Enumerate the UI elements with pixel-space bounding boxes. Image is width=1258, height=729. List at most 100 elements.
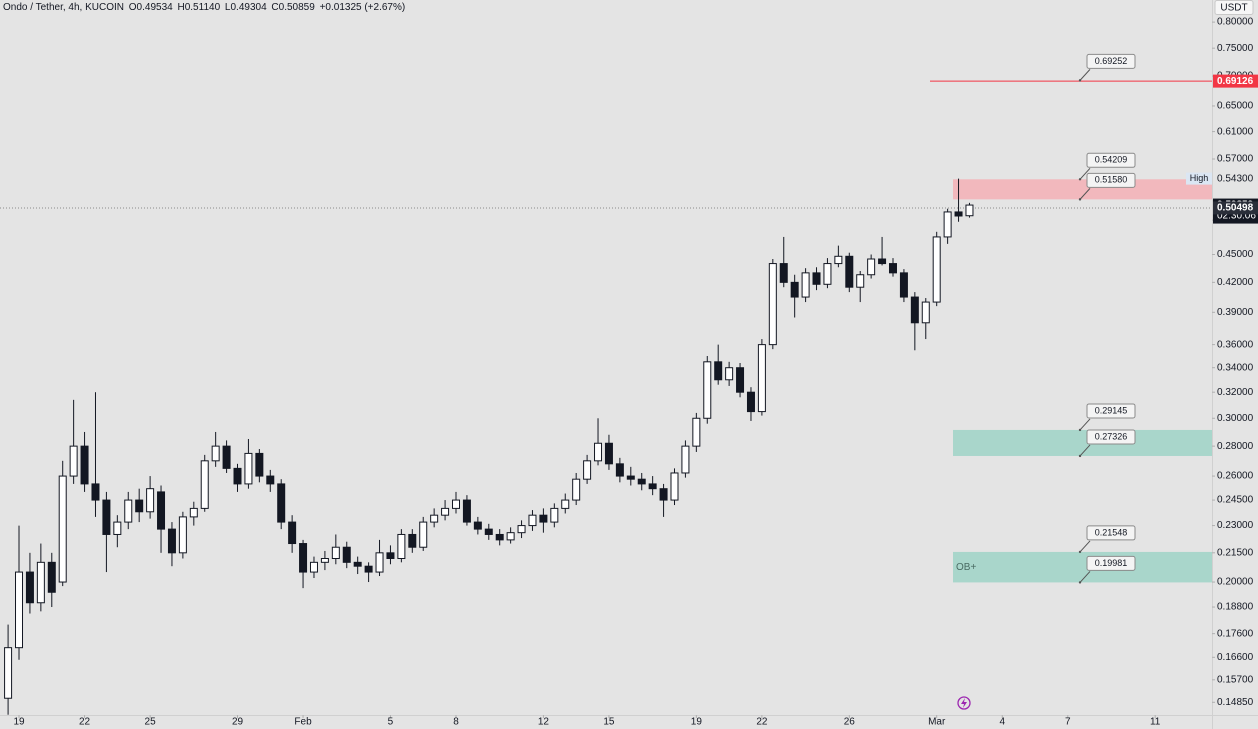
zone	[953, 429, 1212, 456]
high-tag	[1186, 172, 1212, 185]
y-tick-label: 0.39000	[1217, 307, 1254, 318]
candle-body	[692, 417, 701, 447]
alert-icon[interactable]	[957, 696, 971, 710]
x-tick-label: 5	[388, 717, 394, 728]
y-tick-label: 0.57000	[1217, 154, 1254, 165]
candle-body	[408, 533, 417, 548]
note-box	[1086, 152, 1136, 168]
candle-body	[768, 263, 777, 346]
high-value: 0.54300	[1217, 173, 1254, 184]
candle-body	[4, 647, 13, 699]
candle-body	[965, 204, 974, 217]
candle-body	[681, 445, 690, 474]
note-label: 0.21548	[1095, 527, 1128, 537]
currency-button[interactable]	[1214, 0, 1254, 15]
candle-body	[430, 514, 439, 523]
price-tag	[1213, 201, 1258, 215]
candle-body	[746, 391, 755, 413]
candle-body	[386, 552, 395, 559]
note-pointer	[1079, 69, 1091, 81]
y-tick-label: 0.24500	[1217, 495, 1254, 506]
candle-body	[506, 532, 515, 541]
candle-body	[233, 467, 242, 485]
candle-body	[36, 561, 45, 604]
candle-body	[211, 445, 220, 462]
candle-body	[954, 211, 963, 217]
candle-body	[648, 483, 657, 490]
high-name: High	[1190, 173, 1209, 183]
candle-body	[255, 452, 264, 477]
candle-body	[462, 499, 471, 523]
x-tick-label: 29	[232, 717, 244, 728]
candle-body	[867, 258, 876, 276]
y-tick-label: 0.17600	[1217, 628, 1254, 639]
candle-body	[594, 442, 603, 462]
candle-body	[146, 488, 155, 513]
candle-body	[899, 272, 908, 298]
note-box	[1086, 53, 1136, 69]
note-anchor	[1078, 581, 1082, 584]
candle-body	[397, 533, 406, 559]
candle-body	[604, 442, 613, 465]
candle-body	[135, 499, 144, 513]
candle-body	[375, 552, 384, 573]
zone-label: OB+	[956, 562, 976, 573]
candle-body	[561, 499, 570, 509]
candle-body	[266, 475, 275, 485]
candle-body	[91, 483, 100, 501]
open: O0.49534	[129, 2, 173, 13]
candle-body	[331, 546, 340, 559]
candle-body	[583, 460, 592, 480]
candle-body	[736, 367, 745, 393]
candle-body	[167, 528, 176, 554]
candle-body	[823, 263, 832, 285]
close: C0.50859	[271, 2, 315, 13]
candle-body	[473, 521, 482, 530]
change: +0.01325 (+2.67%)	[320, 2, 406, 13]
x-tick-label: 25	[145, 717, 157, 728]
y-tick-label: 0.80000	[1217, 17, 1254, 28]
y-tick-label: 0.16600	[1217, 652, 1254, 663]
note-label: 0.54209	[1095, 155, 1128, 165]
price-tag	[1213, 74, 1258, 88]
candle-body	[517, 525, 526, 534]
price-tag-label: 0.69126	[1217, 76, 1254, 87]
candle-body	[856, 274, 865, 288]
countdown: 02:30:06	[1217, 211, 1256, 222]
note-pointer	[1079, 167, 1091, 180]
candle-body	[299, 543, 308, 573]
x-tick-label: 19	[691, 717, 703, 728]
candle-body	[222, 445, 231, 469]
y-tick-label: 0.42000	[1217, 277, 1254, 288]
y-tick-label: 0.65000	[1217, 101, 1254, 112]
high: H0.51140	[178, 2, 221, 13]
candle-body	[277, 483, 286, 523]
candle-body	[25, 571, 34, 604]
note-label: 0.69252	[1095, 56, 1128, 66]
candle-body	[113, 521, 122, 535]
y-tick-label: 0.14850	[1217, 697, 1254, 708]
x-tick-label: 4	[999, 717, 1005, 728]
note-pointer	[1079, 418, 1091, 431]
zone	[953, 551, 1212, 583]
candle-body	[910, 296, 919, 324]
symbol: Ondo / Tether, 4h, KUCOIN	[3, 2, 124, 13]
candle-body	[288, 521, 297, 545]
note-label: 0.29145	[1095, 405, 1128, 415]
y-tick-label: 0.26000	[1217, 471, 1254, 482]
candle-body	[244, 452, 253, 485]
candle-body	[320, 557, 329, 563]
candle-body	[528, 514, 537, 527]
y-tick-label: 0.75000	[1217, 43, 1254, 54]
note-pointer	[1079, 540, 1091, 553]
y-tick-label: 0.15700	[1217, 674, 1254, 685]
candle-body	[670, 472, 679, 501]
candle-body	[812, 272, 821, 285]
currency[interactable]: USDT	[1220, 3, 1247, 14]
x-tick-label: 26	[844, 717, 856, 728]
y-tick-label: 0.34000	[1217, 362, 1254, 373]
candle-body	[714, 361, 723, 381]
note-anchor	[1078, 79, 1082, 82]
note-anchor	[1078, 198, 1082, 201]
